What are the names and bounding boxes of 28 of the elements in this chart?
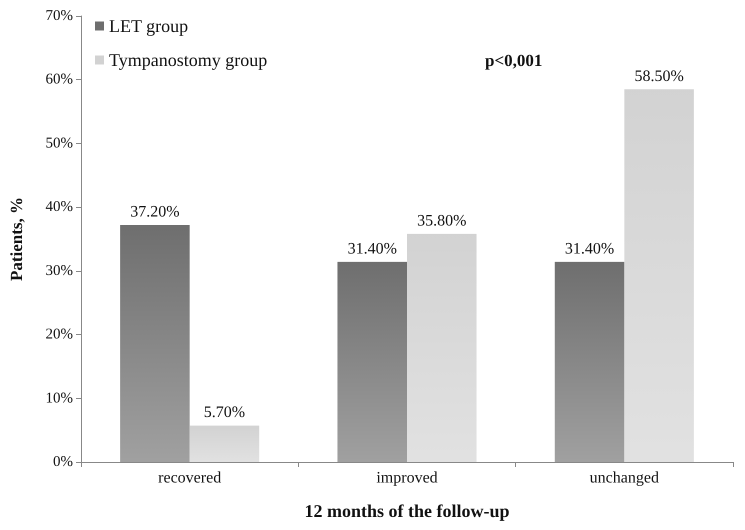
y-tick-label: 50% [46, 135, 73, 152]
data-label: 5.70% [204, 404, 246, 422]
data-label: 58.50% [634, 68, 684, 85]
x-tick-label: improved [376, 470, 438, 486]
y-tick-label: 20% [46, 326, 73, 343]
legend-label: LET group [109, 16, 188, 36]
y-tick-label: 10% [46, 390, 73, 406]
bar [407, 234, 477, 462]
bar [624, 89, 694, 462]
data-label: 37.20% [130, 203, 180, 220]
bar [554, 262, 624, 462]
y-tick-label: 60% [46, 72, 73, 88]
bar [190, 426, 260, 462]
annotation: p<0,001 [485, 51, 542, 70]
bar [120, 224, 190, 462]
x-tick-label: unchanged [590, 470, 659, 486]
y-tick-label: 70% [46, 8, 73, 24]
data-label: 31.40% [348, 240, 397, 258]
y-tick-label: 0% [53, 454, 73, 470]
data-label: 35.80% [417, 212, 466, 230]
y-tick-label: 40% [46, 199, 73, 216]
bar [337, 262, 407, 462]
y-axis-title: Patients, % [7, 196, 26, 282]
legend-label: Tympanostomy group [109, 50, 268, 70]
x-axis-title: 12 months of the follow-up [304, 501, 510, 521]
x-tick-label: recovered [158, 470, 222, 486]
data-label: 31.40% [564, 240, 614, 258]
y-tick-label: 30% [46, 262, 73, 279]
